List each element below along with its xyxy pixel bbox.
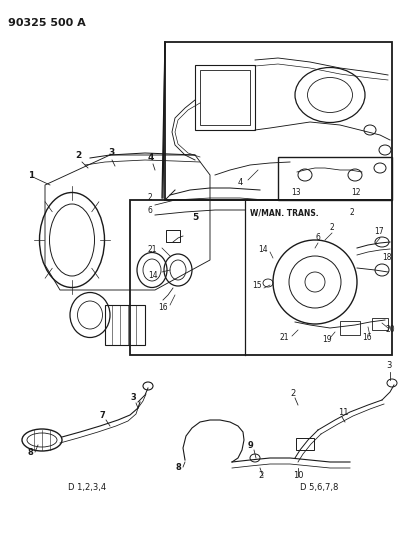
- Text: 2: 2: [290, 389, 295, 398]
- Bar: [165, 42, 392, 200]
- Text: 2: 2: [350, 208, 355, 217]
- Text: 2: 2: [330, 223, 335, 232]
- Bar: [166, 230, 180, 242]
- Text: 1: 1: [28, 171, 34, 180]
- Bar: [340, 321, 360, 335]
- Text: 90325 500 A: 90325 500 A: [8, 18, 86, 28]
- Text: 7: 7: [100, 411, 106, 420]
- Text: 19: 19: [322, 335, 332, 344]
- Bar: [200, 70, 250, 125]
- Text: D 5,6,7,8: D 5,6,7,8: [300, 483, 338, 492]
- Text: 10: 10: [293, 471, 304, 480]
- Text: 17: 17: [374, 227, 384, 236]
- Text: 8: 8: [176, 463, 182, 472]
- Text: 21: 21: [280, 333, 289, 342]
- Text: 20: 20: [385, 325, 395, 334]
- Text: 3: 3: [130, 393, 136, 402]
- Text: 12: 12: [351, 188, 361, 197]
- Bar: [195, 65, 255, 130]
- Text: 18: 18: [382, 253, 392, 262]
- Text: 3: 3: [108, 148, 114, 157]
- Text: 16: 16: [158, 303, 168, 312]
- Text: 8: 8: [28, 448, 34, 457]
- Text: D 1,2,3,4: D 1,2,3,4: [68, 483, 106, 492]
- Text: 16: 16: [362, 333, 372, 342]
- Text: 11: 11: [338, 408, 349, 417]
- Text: 4: 4: [237, 178, 243, 187]
- Bar: [105, 305, 145, 345]
- Text: 5: 5: [192, 213, 198, 222]
- Bar: [372, 318, 388, 330]
- Bar: [278, 157, 392, 200]
- Text: 14: 14: [148, 271, 158, 280]
- Text: W/MAN. TRANS.: W/MAN. TRANS.: [250, 208, 319, 217]
- Text: 13: 13: [291, 188, 301, 197]
- Text: 6: 6: [148, 206, 153, 215]
- Text: 2: 2: [148, 193, 153, 202]
- Bar: [296, 438, 314, 450]
- Bar: [130, 200, 392, 355]
- Text: 2: 2: [258, 471, 263, 480]
- Text: 9: 9: [248, 441, 254, 450]
- Text: 14: 14: [258, 245, 267, 254]
- Text: 6: 6: [315, 233, 320, 242]
- Text: 15: 15: [252, 281, 261, 290]
- Text: 2: 2: [75, 151, 81, 160]
- Text: 3: 3: [386, 361, 391, 370]
- Text: 21: 21: [148, 245, 158, 254]
- Text: 4: 4: [148, 153, 154, 162]
